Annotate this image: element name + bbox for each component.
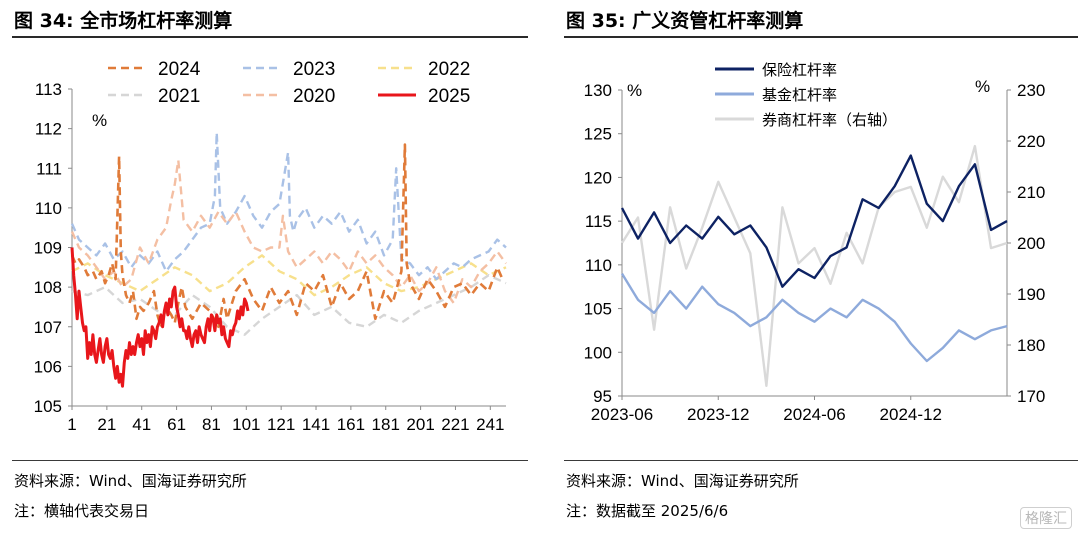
source-divider-left: [12, 460, 528, 461]
x-tick-label-101: 101: [232, 415, 260, 434]
x-tick-label-41: 41: [132, 415, 151, 434]
y-right-tick-label-220: 220: [1017, 132, 1045, 151]
footnote-right: 注：数据截至 2025/6/6: [566, 502, 729, 520]
legend-label-2024: 2024: [158, 59, 201, 80]
y-left-tick-label-120: 120: [584, 168, 612, 187]
x-tick-label-2024-06: 2024-06: [783, 405, 845, 424]
x-tick-label-121: 121: [267, 415, 295, 434]
figure-title-right: 图 35: 广义资管杠杆率测算: [566, 10, 804, 32]
chart-panel-left: 图 34: 全市场杠杆率测算 105 106 107 108 109 110 111 112 1…: [0, 0, 530, 535]
x-tick-label-2023-06: 2023-06: [591, 405, 653, 424]
legend-label-2025: 2025: [428, 86, 470, 107]
y-axis-unit-label: %: [92, 111, 107, 130]
y-tick-label-106: 106: [34, 357, 62, 376]
x-tick-label-181: 181: [372, 415, 400, 434]
series-line-insurance: [620, 154, 1008, 288]
x-tick-label-221: 221: [441, 415, 469, 434]
y-right-tick-label-180: 180: [1017, 336, 1045, 355]
y-tick-label-113: 113: [35, 80, 62, 99]
y-left-tick-label-110: 110: [585, 256, 612, 275]
series-line-fund: [620, 272, 1008, 363]
x-tick-label-141: 141: [302, 415, 330, 434]
y-tick-label-109: 109: [34, 239, 62, 258]
figure-title-left: 图 34: 全市场杠杆率测算: [14, 10, 233, 32]
y-tick-label-111: 111: [36, 159, 62, 178]
x-tick-label-61: 61: [167, 415, 186, 434]
title-divider-right: [564, 36, 1078, 38]
y-right-tick-label-210: 210: [1017, 183, 1045, 202]
source-note-right: 资料来源：Wind、国海证券研究所: [566, 472, 799, 490]
y-right-unit-label: %: [975, 77, 990, 96]
x-tick-label-161: 161: [337, 415, 365, 434]
x-tick-label-241: 241: [476, 415, 504, 434]
series-line-2025: [70, 247, 250, 388]
legend-label-2022: 2022: [428, 59, 470, 80]
y-left-tick-label-130: 130: [584, 81, 612, 100]
chart-right: 95 100 105 110 115 120 125 130 170 180 190 200 210 22…: [584, 62, 1046, 424]
series-line-2021: [71, 274, 507, 336]
y-left-tick-label-115: 115: [585, 212, 612, 231]
legend-label-2023: 2023: [293, 59, 335, 80]
source-note-left: 资料来源：Wind、国海证券研究所: [14, 472, 247, 490]
series-line-2024: [70, 143, 504, 329]
y-right-tick-label-200: 200: [1017, 234, 1045, 253]
series-line-2020: [70, 159, 507, 305]
chart-panel-right: 图 35: 广义资管杠杆率测算 95 100 105 110 115 120 125 130 1…: [552, 0, 1080, 535]
x-tick-label-2024-12: 2024-12: [880, 405, 942, 424]
legend-label-insurance: 保险杠杆率: [762, 62, 837, 79]
y-left-tick-label-105: 105: [584, 300, 612, 319]
legend-label-2021: 2021: [158, 86, 200, 107]
watermark-logo: 格隆汇: [1020, 507, 1072, 529]
y-tick-label-105: 105: [34, 397, 62, 416]
source-divider-right: [564, 460, 1078, 461]
y-tick-label-108: 108: [34, 278, 62, 297]
y-tick-label-107: 107: [34, 318, 62, 337]
legend-label-broker: 券商杠杆率（右轴）: [762, 112, 897, 129]
y-right-tick-label-230: 230: [1017, 81, 1045, 100]
legend-label-fund: 基金杠杆率: [762, 87, 837, 104]
series-line-broker: [620, 144, 1008, 387]
y-left-tick-label-125: 125: [584, 125, 612, 144]
footnote-left: 注：横轴代表交易日: [14, 502, 150, 520]
x-tick-label-21: 21: [97, 415, 116, 434]
y-left-tick-label-100: 100: [584, 343, 612, 362]
x-tick-label-201: 201: [406, 415, 434, 434]
legend-label-2020: 2020: [293, 86, 335, 107]
x-tick-label-2023-12: 2023-12: [687, 405, 749, 424]
y-tick-label-110: 110: [35, 199, 62, 218]
series-line-2022: [71, 254, 507, 297]
series-line-2023: [70, 131, 507, 281]
y-right-tick-label-170: 170: [1017, 387, 1045, 406]
x-tick-label-1: 1: [67, 415, 76, 434]
y-left-tick-label-95: 95: [593, 387, 612, 406]
x-tick-label-81: 81: [202, 415, 221, 434]
y-left-unit-label: %: [627, 81, 642, 100]
y-right-tick-label-190: 190: [1017, 285, 1045, 304]
y-tick-label-112: 112: [35, 120, 62, 139]
title-divider-left: [12, 36, 528, 38]
